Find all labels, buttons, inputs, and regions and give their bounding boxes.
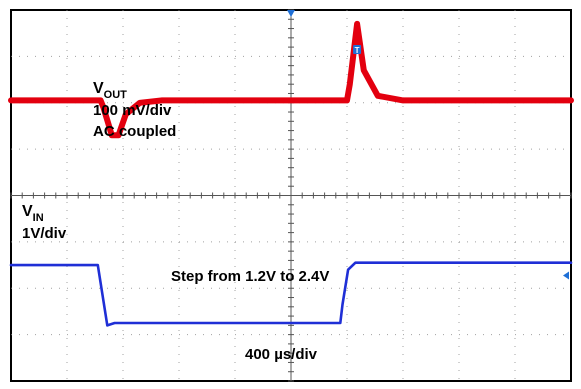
vout-label: VOUT	[93, 80, 127, 101]
timebase-label: 400 µs/div	[245, 346, 318, 363]
trace-vin	[9, 261, 573, 327]
trigger-t-marker	[353, 45, 362, 54]
trigger-position-marker	[287, 10, 295, 17]
vout-scale-label: 100 mV/div	[93, 102, 172, 119]
traces	[8, 20, 574, 327]
trigger-level-marker	[563, 271, 569, 280]
step-annotation: Step from 1.2V to 2.4V	[171, 268, 329, 285]
vin-scale-label: 1V/div	[22, 225, 67, 242]
trace-vout	[8, 20, 574, 139]
vin-label: VIN	[22, 203, 44, 224]
markers: T	[287, 10, 569, 280]
trigger-t-label: T	[355, 46, 360, 55]
vout-coupling-label: AC coupled	[93, 123, 176, 140]
